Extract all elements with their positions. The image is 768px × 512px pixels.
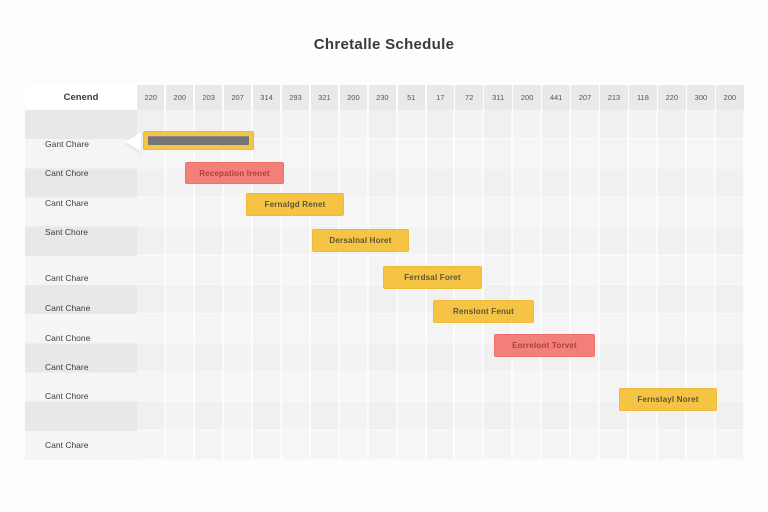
gantt-bar[interactable]: Renslont Fenut [433, 300, 534, 323]
gantt-bar[interactable]: Fernalgd Renet [246, 193, 344, 216]
row-label: Cant Chore [45, 168, 89, 178]
gantt-header: Cenend 220 200 203 207 314 293 321 200 230 51 17 72… [25, 85, 745, 110]
progress-fill [148, 136, 249, 145]
row-label: Cant Chare [45, 362, 89, 372]
column-header: 311 [484, 85, 512, 110]
column-header: 207 [571, 85, 599, 110]
row-label: Gant Chare [45, 139, 89, 149]
column-header: 230 [368, 85, 397, 110]
row-label: Sant Chore [45, 227, 88, 237]
column-header: 200 [513, 85, 541, 110]
row-label: Cant Chare [45, 440, 89, 450]
column-header: 220 [658, 85, 686, 110]
corner-header-label: Cenend [25, 85, 137, 110]
gantt-body: Gant Chare Cant Chore Cant Chare Sant Chore… [25, 110, 746, 460]
gantt-bar[interactable]: Dersalnal Horet [312, 229, 409, 252]
gantt-bar[interactable] [143, 131, 254, 150]
column-header: 17 [426, 85, 454, 110]
column-header: 213 [600, 85, 628, 110]
column-header: 441 [542, 85, 570, 110]
column-header: 200 [716, 85, 744, 110]
column-header: 321 [310, 85, 339, 110]
column-header: 72 [455, 85, 483, 110]
gantt-bar[interactable]: Eorrelont Torvet [494, 334, 595, 357]
column-header: 207 [223, 85, 252, 110]
row-label: Cant Chore [45, 391, 89, 401]
column-header: 200 [339, 85, 368, 110]
row-pointer-icon [125, 132, 141, 152]
page-title: Chretalle Schedule [313, 36, 455, 53]
column-headers: 220 200 203 207 314 293 321 200 230 51 17 72 311 200 4… [137, 85, 745, 110]
row-label: Cant Chare [45, 273, 89, 283]
column-header: 314 [252, 85, 281, 110]
bars-layer: Recepation Irenet Fernalgd Renet Dersalnal… [137, 110, 745, 460]
row-label: Cant Chone [45, 333, 91, 343]
column-header: 203 [194, 85, 223, 110]
column-header: 51 [397, 85, 426, 110]
column-header: 200 [165, 85, 194, 110]
gantt-bar[interactable]: Fernslayl Noret [619, 388, 717, 411]
row-label: Cant Chane [45, 303, 91, 313]
column-header: 220 [137, 85, 165, 110]
row-label: Cant Chare [45, 198, 89, 208]
column-header: 118 [629, 85, 657, 110]
gantt-bar[interactable]: Ferrdsal Foret [383, 266, 482, 289]
row-label-column: Gant Chare Cant Chore Cant Chare Sant Chore… [25, 110, 137, 460]
column-header: 300 [687, 85, 715, 110]
gantt-bar[interactable]: Recepation Irenet [185, 162, 284, 184]
column-header: 293 [281, 85, 310, 110]
